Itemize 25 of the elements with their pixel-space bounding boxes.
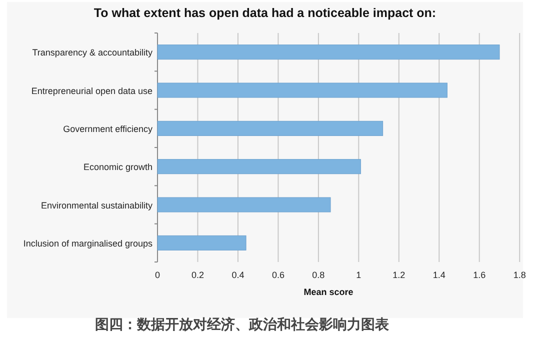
bar <box>157 120 384 136</box>
y-tick-label: Entrepreneurial open data use <box>31 86 152 96</box>
y-tick-label: Economic growth <box>83 162 152 172</box>
bar <box>157 235 246 250</box>
x-tick-label: 1.4 <box>432 270 446 280</box>
x-tick-label: 0.6 <box>272 270 284 280</box>
y-tick-label: Environmental sustainability <box>40 200 153 210</box>
x-tick-label: 1.2 <box>392 270 406 280</box>
x-axis-title: Mean score <box>304 287 354 297</box>
y-tick-label: Government efficiency <box>63 124 153 134</box>
x-tick-label: 1.8 <box>513 270 526 280</box>
x-tick-label: 0 <box>154 270 160 280</box>
bar <box>157 82 448 98</box>
chart-title: To what extent has open data had a noticeable impact on: <box>94 6 436 20</box>
bar <box>157 44 500 60</box>
x-tick-label: 0.8 <box>312 270 325 280</box>
x-tick-label: 1.6 <box>473 270 486 280</box>
bar <box>157 197 331 212</box>
y-tick-label: Inclusion of marginalised groups <box>23 238 153 248</box>
x-tick-label: 0.4 <box>232 270 244 280</box>
bar <box>157 159 361 174</box>
y-tick-label: Transparency & accountability <box>32 48 153 58</box>
x-tick-label: 1 <box>356 270 362 280</box>
x-tick-label: 0.2 <box>191 270 204 280</box>
text: 图四：数据开放对经济、政治和社会影响力图表 <box>95 316 390 332</box>
